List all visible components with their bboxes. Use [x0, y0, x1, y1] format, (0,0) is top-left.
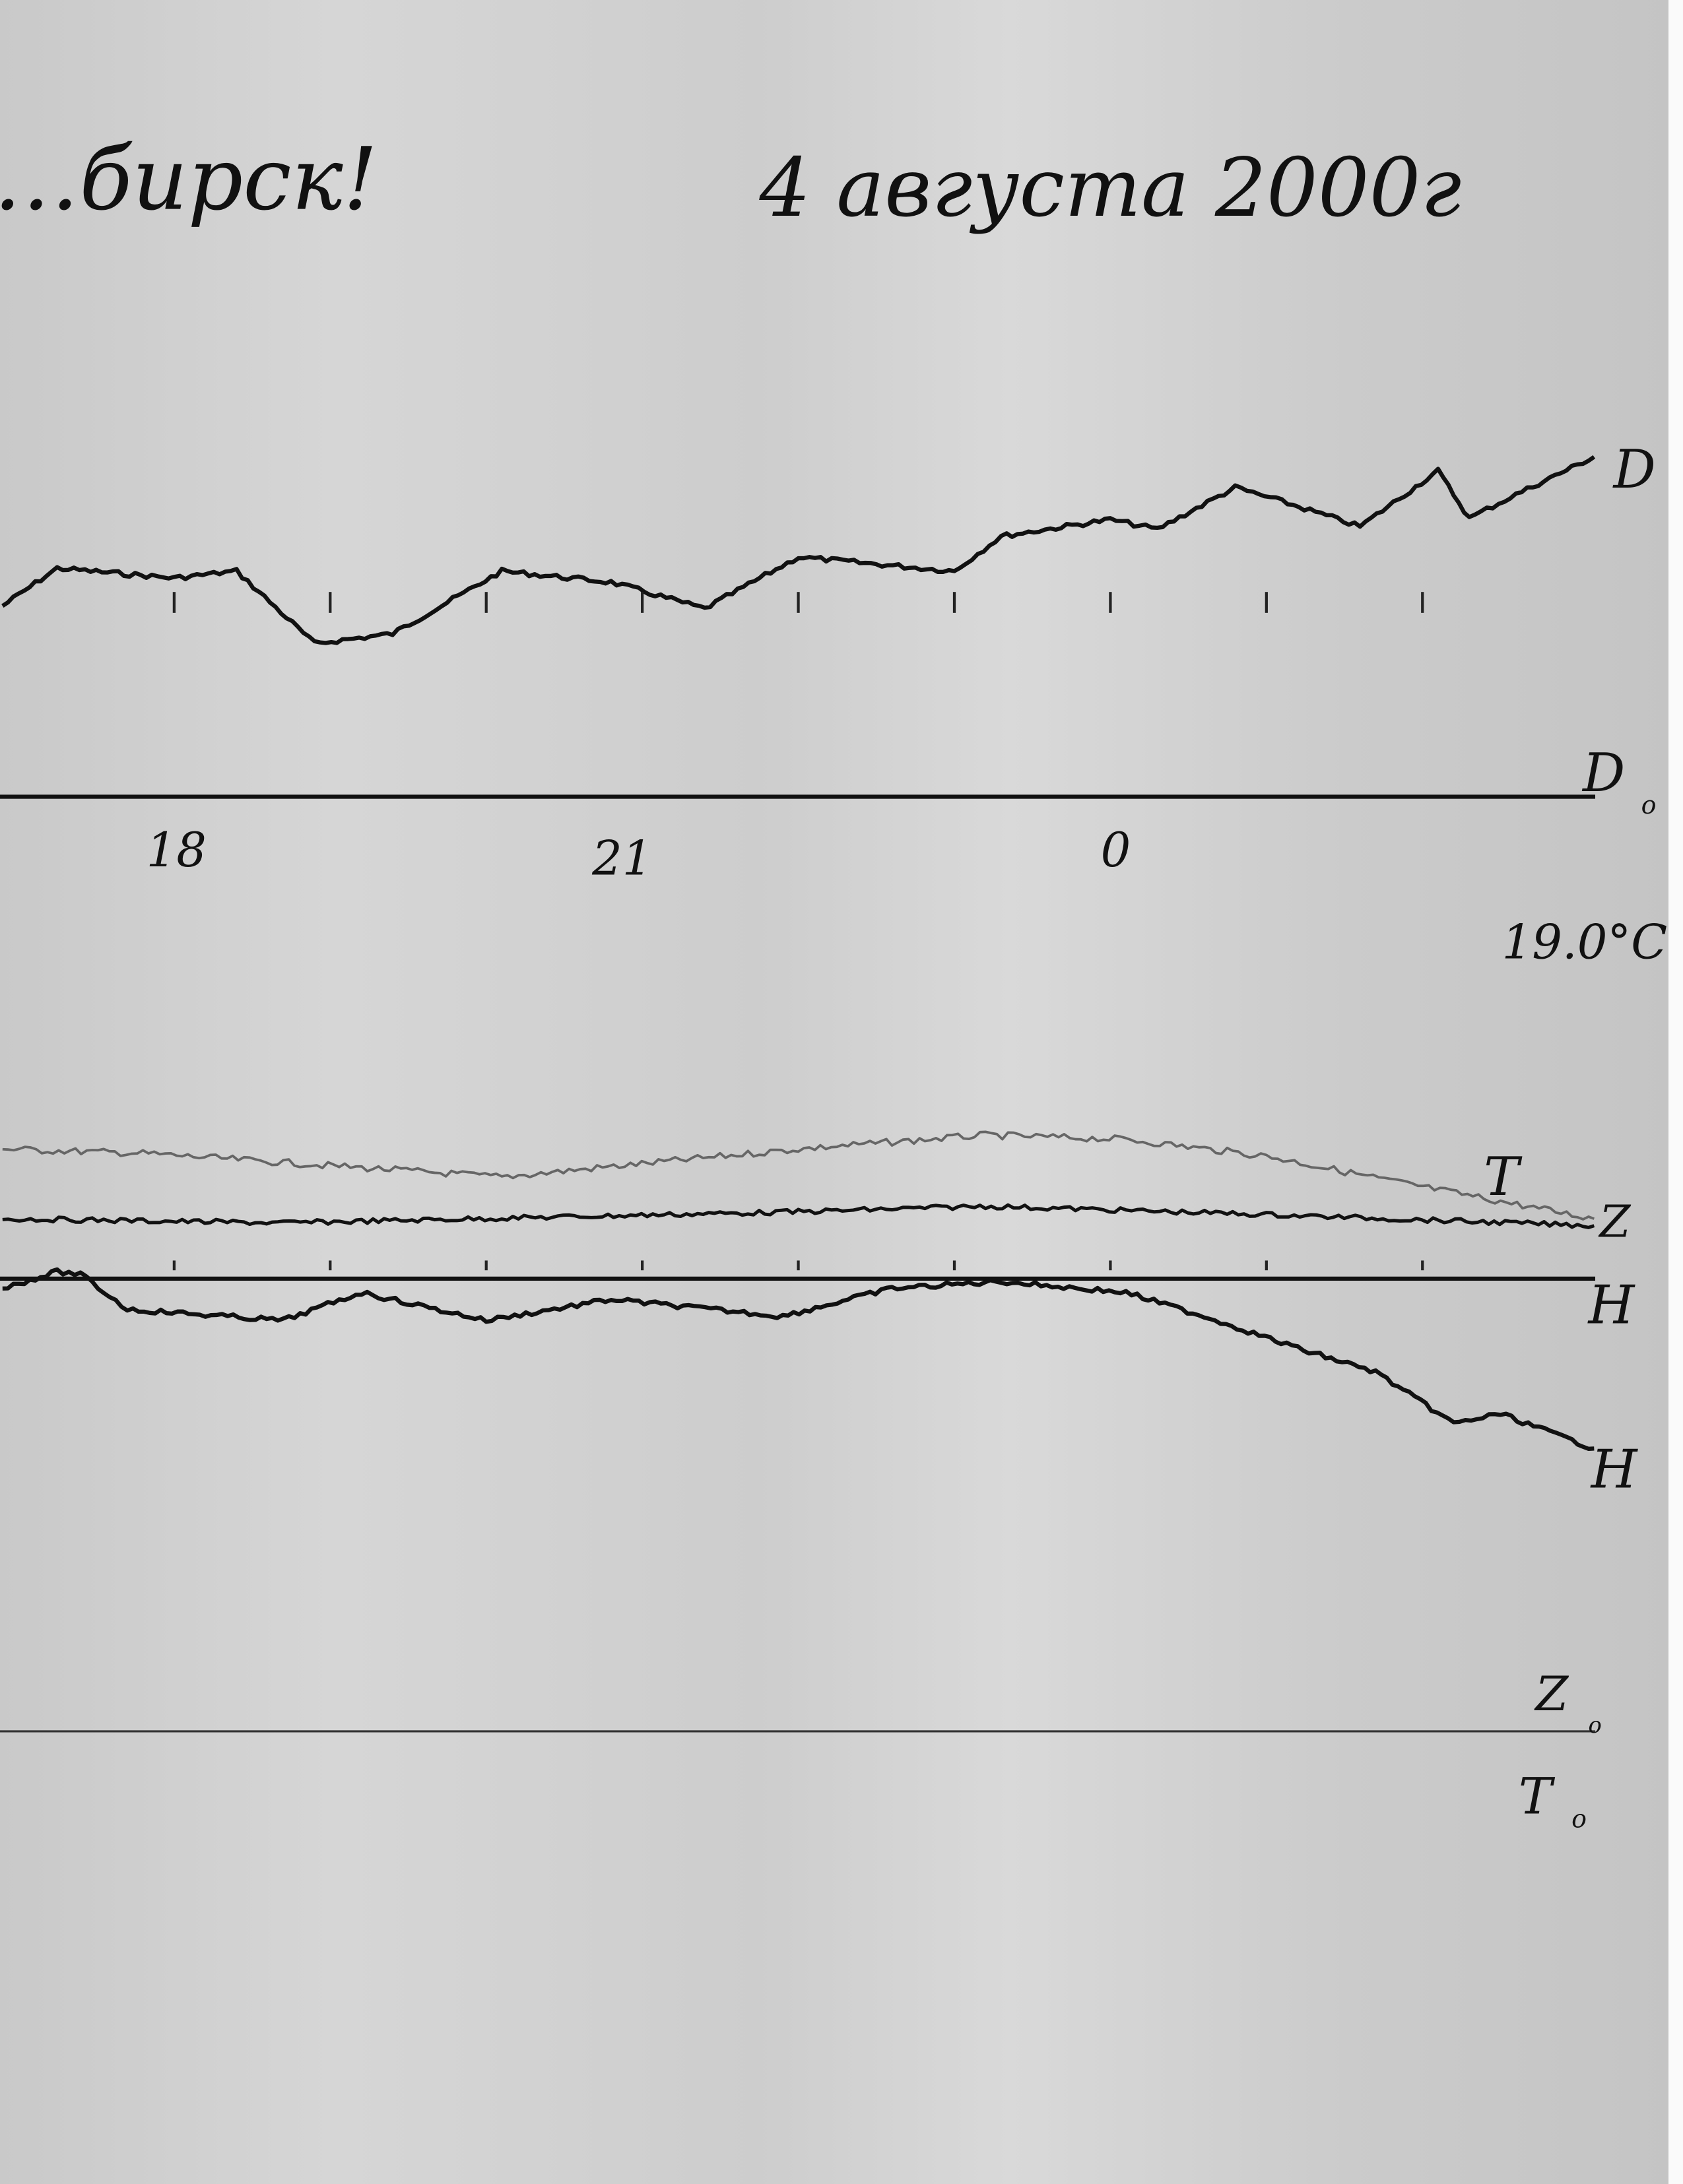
trace-t — [2, 1130, 1595, 1221]
x-tick-label: 18 — [147, 822, 207, 878]
paper-edge — [1668, 0, 1683, 2184]
trace-h — [2, 1267, 1595, 1451]
station-name: …бирск! — [0, 129, 378, 230]
baseline-label-t0: T — [1519, 1766, 1556, 1825]
trace-label-t: T — [1484, 1146, 1523, 1207]
baseline-label-d0-sub: o — [1641, 790, 1657, 819]
trace-label-d: D — [1612, 439, 1655, 500]
baseline-label-z0-sub: o — [1588, 1712, 1601, 1738]
x-tick-label: 21 — [591, 831, 652, 886]
baseline-label-t0-sub: o — [1571, 1805, 1587, 1834]
baseline-label-d0: D — [1581, 742, 1625, 804]
record-date: 4 августа 2000г — [758, 141, 1461, 235]
baseline-label-z0: Z — [1534, 1666, 1569, 1721]
trace-d — [1, 455, 1596, 645]
trace-z — [2, 1203, 1595, 1229]
trace-label-h: H — [1590, 1439, 1639, 1500]
baseline-label-h: H — [1587, 1274, 1635, 1335]
temperature-label: 19.0°C — [1502, 914, 1668, 969]
trace-label-z: Z — [1598, 1196, 1631, 1248]
x-tick-label: 0 — [1101, 822, 1131, 878]
